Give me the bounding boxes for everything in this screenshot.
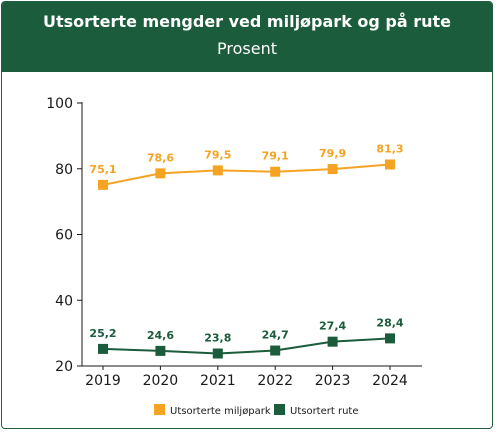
chart-subtitle: Prosent xyxy=(217,39,277,58)
legend-swatch xyxy=(274,404,285,415)
data-label: 79,9 xyxy=(319,147,346,160)
data-label: 25,2 xyxy=(89,327,116,340)
x-tick-label: 2020 xyxy=(143,373,179,389)
chart-legend: Utsorterte miljøpark Utsortert rute xyxy=(154,404,359,417)
data-point xyxy=(98,179,108,190)
x-tick-label: 2022 xyxy=(257,373,293,389)
x-tick-label: 2021 xyxy=(200,373,236,389)
data-label: 24,7 xyxy=(262,329,289,342)
data-point xyxy=(327,164,338,175)
data-point xyxy=(270,345,281,356)
data-point xyxy=(385,159,395,170)
chart-frame: Utsorterte mengder ved miljøpark og på r… xyxy=(1,1,493,429)
y-tick-label: 60 xyxy=(55,228,73,244)
data-label: 24,6 xyxy=(147,329,174,342)
data-label: 28,4 xyxy=(376,316,403,329)
chart-axes: 20 40 60 80 100 2019 2020 2021 2022 2023 2024 xyxy=(46,96,422,389)
data-point xyxy=(212,165,223,176)
legend-swatch xyxy=(154,404,165,415)
data-point xyxy=(327,336,338,347)
chart-title: Utsorterte mengder ved miljøpark og på r… xyxy=(42,12,452,31)
data-label: 75,1 xyxy=(89,163,116,176)
series-line-1 xyxy=(102,163,391,186)
legend-label: Utsorterte miljøpark xyxy=(170,406,271,417)
data-point xyxy=(98,343,108,354)
y-tick-label: 80 xyxy=(55,162,73,178)
data-point xyxy=(270,166,281,177)
x-tick-label: 2024 xyxy=(372,373,408,389)
data-point xyxy=(155,345,166,356)
chart-header: Utsorterte mengder ved miljøpark og på r… xyxy=(2,2,492,72)
data-label: 79,1 xyxy=(262,150,289,163)
legend-label: Utsortert rute xyxy=(290,406,359,417)
x-tick-label: 2019 xyxy=(85,373,121,389)
data-label: 81,3 xyxy=(376,142,403,155)
data-label: 23,8 xyxy=(204,332,231,345)
series-layer: 75,1 78,6 79,5 79,1 79,9 81,3 25,2 24,6 23,8 24,7… xyxy=(89,142,404,359)
data-label: 78,6 xyxy=(147,151,174,164)
data-label: 27,4 xyxy=(319,320,346,333)
data-label: 79,5 xyxy=(204,148,231,161)
y-tick-label: 40 xyxy=(55,293,73,309)
series-line-2 xyxy=(102,337,391,355)
line-chart: 20 40 60 80 100 2019 2020 2021 2022 2023 2024 75,1… xyxy=(46,96,422,417)
y-tick-label: 20 xyxy=(55,359,73,375)
y-tick-label: 100 xyxy=(46,96,73,112)
data-point xyxy=(212,348,223,359)
data-point xyxy=(385,333,395,344)
data-point xyxy=(155,168,166,179)
x-tick-label: 2023 xyxy=(315,373,351,389)
